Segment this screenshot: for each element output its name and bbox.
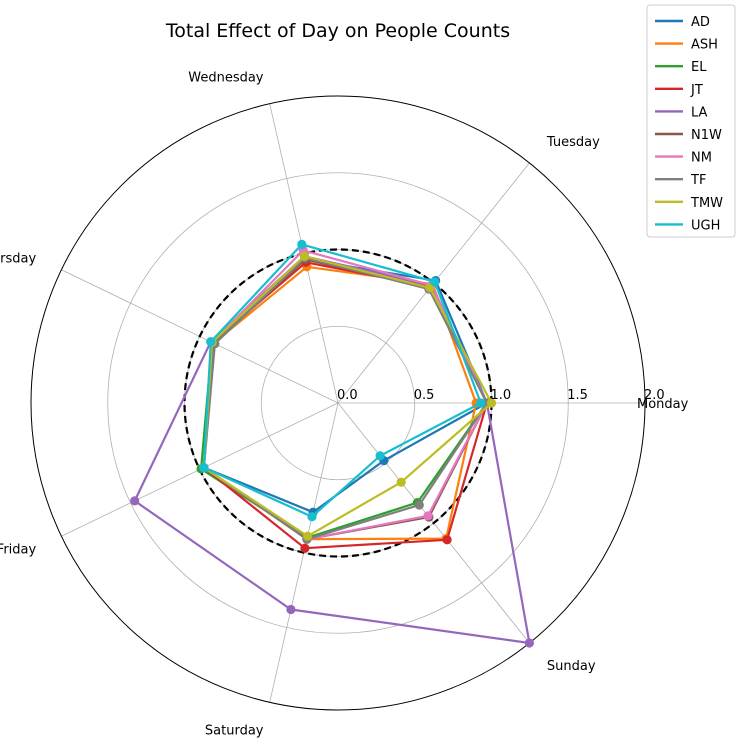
point-nm-sunday (423, 511, 433, 521)
legend-label: AD (691, 15, 710, 30)
r-tick-label: 1.0 (491, 388, 512, 403)
legend-label: JT (690, 83, 703, 98)
legend-item-n1w: N1W (655, 128, 722, 143)
point-la-friday (130, 496, 140, 506)
category-label-saturday: Saturday (205, 724, 264, 739)
point-tmw-monday (486, 398, 497, 408)
point-tf-sunday (414, 500, 424, 510)
category-label-wednesday: Wednesday (188, 70, 264, 85)
point-ugh-tuesday (430, 277, 440, 287)
series-layer (130, 239, 535, 648)
legend-item-nm: NM (655, 151, 712, 166)
legend-item-la: LA (655, 105, 708, 120)
r-tick-label: 1.5 (567, 388, 588, 403)
legend-label: EL (691, 60, 707, 75)
legend-label: TF (690, 173, 706, 188)
series-line-la (133, 255, 531, 645)
point-ugh-friday (199, 463, 209, 473)
grid-circle (107, 172, 569, 634)
legend-label: N1W (691, 128, 722, 143)
r-tick-label: 0.5 (414, 388, 435, 403)
point-la-saturday (286, 604, 296, 615)
category-label-monday: Monday (637, 397, 689, 412)
point-ugh-wednesday (297, 239, 307, 249)
legend-item-el: EL (655, 60, 707, 75)
legend: AD ASH EL JT LA N1W NM TF TMW UGH (646, 4, 736, 238)
category-label-sunday: Sunday (547, 659, 596, 674)
polar-grid (30, 95, 646, 711)
point-ugh-thursday (206, 337, 216, 347)
point-tmw-wednesday (299, 251, 310, 261)
point-ugh-monday (476, 398, 486, 408)
series-line-tf (202, 256, 488, 541)
series-line-ad (202, 258, 488, 514)
legend-label: ASH (691, 38, 718, 53)
point-ugh-sunday (375, 451, 385, 461)
point-tmw-sunday (396, 477, 406, 487)
legend-item-ad: AD (655, 15, 710, 30)
point-tmw-saturday (303, 531, 313, 541)
series-jt (199, 257, 492, 553)
category-label-tuesday: Tuesday (546, 135, 600, 150)
legend-item-tmw: TMW (655, 196, 723, 211)
r-tick-label: 0.0 (337, 388, 358, 403)
category-label-thursday: Thursday (0, 252, 37, 267)
legend-item-jt: JT (655, 83, 703, 98)
point-la-sunday (524, 638, 535, 648)
chart-title: Total Effect of Day on People Counts (165, 20, 510, 42)
r-tick-label: 2.0 (644, 388, 665, 403)
legend-item-tf: TF (655, 173, 706, 188)
point-ugh-saturday (307, 512, 317, 522)
point-jt-saturday (300, 543, 310, 553)
series-line-ugh (202, 243, 482, 518)
legend-item-ash: ASH (655, 38, 718, 53)
legend-label: LA (691, 105, 708, 120)
category-label-friday: Friday (0, 542, 37, 557)
legend-item-ugh: UGH (655, 218, 720, 233)
legend-label: NM (691, 151, 712, 166)
outer-frame (30, 95, 646, 711)
legend-label: TMW (690, 196, 723, 211)
point-jt-sunday (442, 535, 452, 545)
grid-circle (260, 325, 416, 481)
series-ugh (199, 239, 486, 522)
legend-label: UGH (691, 218, 720, 233)
